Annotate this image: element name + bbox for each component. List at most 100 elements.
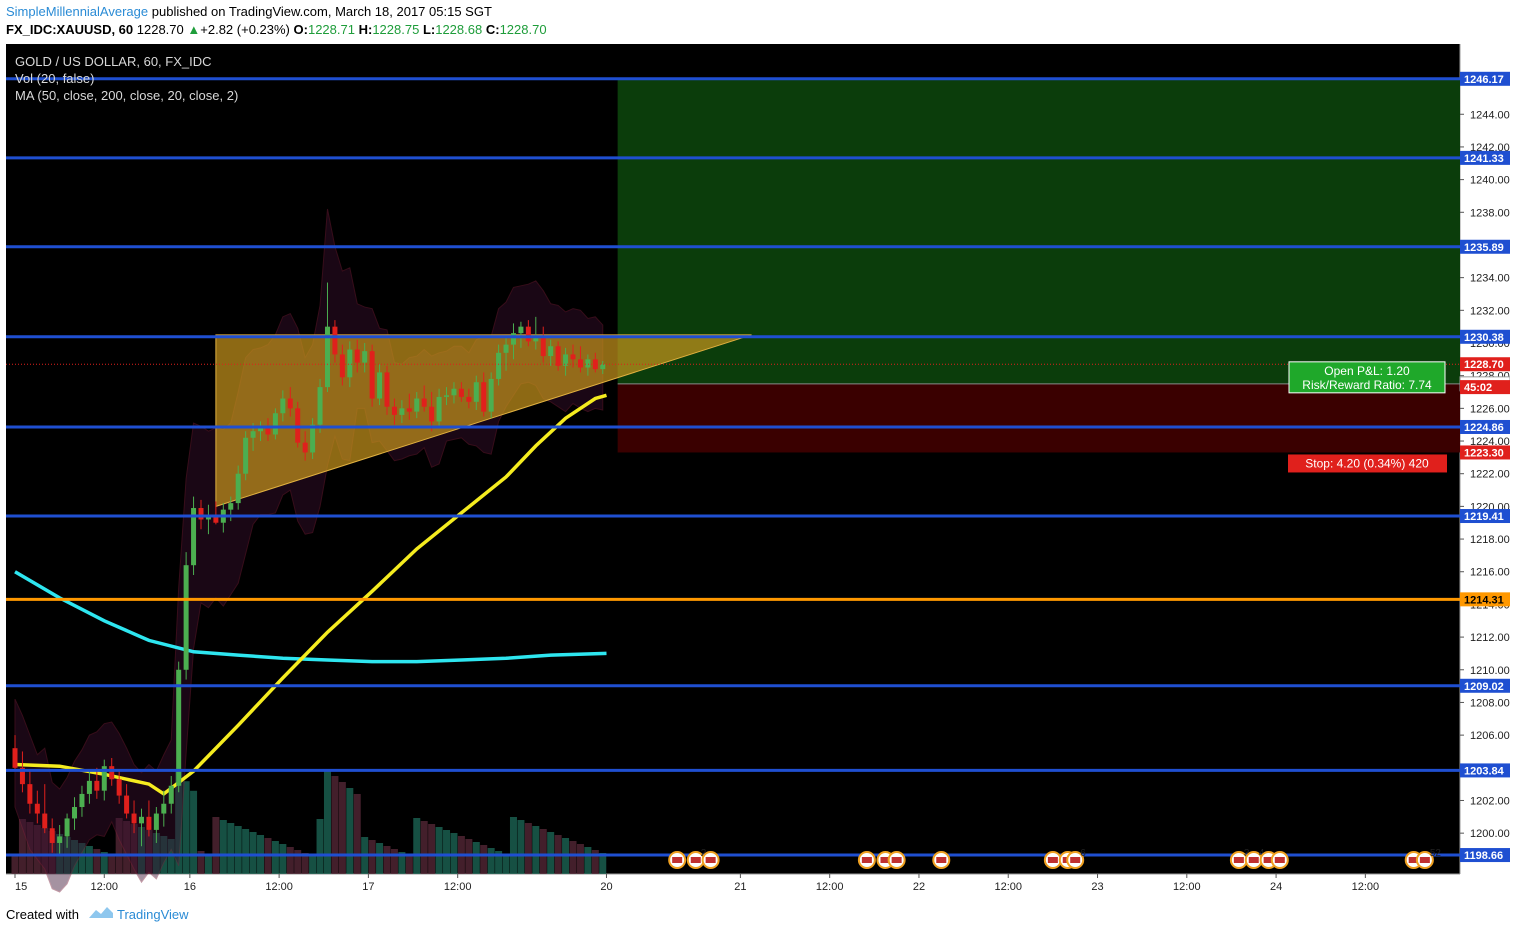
- level-price-tag-box: [1460, 329, 1510, 344]
- volume-bar: [190, 790, 198, 874]
- candle: [525, 320, 531, 347]
- volume-bar: [487, 848, 495, 874]
- quote-line: FX_IDC:XAUUSD, 60 1228.70 ▲+2.82 (+0.23%…: [6, 22, 547, 37]
- x-tick-label: 21: [734, 881, 746, 893]
- y-tick-label: 1200.00: [1470, 828, 1510, 840]
- close-value: 1228.70: [499, 22, 547, 37]
- level-price-tag-text: 1219.41: [1464, 511, 1504, 523]
- candle: [243, 431, 249, 481]
- x-tick-label: 12:00: [1173, 881, 1201, 893]
- volume-bar: [271, 841, 279, 874]
- candle: [116, 769, 122, 804]
- volume-bar: [405, 855, 413, 874]
- candle-body: [191, 508, 197, 566]
- flag-stripe: [1263, 857, 1274, 863]
- legend-volume[interactable]: Vol (20, false): [15, 71, 95, 86]
- economic-event-marker[interactable]: [932, 851, 951, 869]
- flag-stripe: [1047, 857, 1058, 863]
- volume-bar: [509, 817, 517, 874]
- candle: [12, 735, 18, 772]
- candle: [347, 341, 353, 388]
- volume-bar: [576, 844, 584, 874]
- candle: [555, 341, 561, 371]
- economic-event-marker[interactable]: 6: [1066, 848, 1086, 869]
- candle: [49, 818, 55, 853]
- candle-body: [64, 818, 70, 837]
- y-tick-label: 1238.00: [1470, 207, 1510, 219]
- candle: [138, 808, 144, 847]
- candle-body: [354, 349, 360, 363]
- price-tag-box: [1460, 445, 1510, 460]
- created-with-text: Created with: [6, 907, 79, 922]
- candle-body: [72, 807, 78, 819]
- y-tick-label: 1232.00: [1470, 305, 1510, 317]
- x-tick-label: 12:00: [91, 881, 119, 893]
- legend-moving-average[interactable]: MA (50, close, 200, close, 20, close, 2): [15, 88, 239, 103]
- candle-body: [109, 766, 115, 780]
- volume-bar: [338, 782, 346, 874]
- tradingview-link[interactable]: TradingView: [117, 907, 189, 922]
- candle: [399, 400, 405, 424]
- x-tick-label: 12:00: [444, 881, 472, 893]
- candle-body: [496, 352, 502, 379]
- volume-bar: [346, 788, 354, 874]
- volume-bar: [234, 826, 242, 874]
- event-count: 6: [1080, 848, 1086, 859]
- candle-body: [258, 427, 264, 432]
- author-link[interactable]: SimpleMillennialAverage: [6, 4, 149, 19]
- volume-bar: [532, 826, 540, 874]
- level-price-tag: 1224.86: [1460, 419, 1510, 434]
- candle: [451, 382, 457, 404]
- volume-bar: [123, 821, 131, 874]
- candle-body: [429, 406, 435, 422]
- risk-reward-text: Risk/Reward Ratio: 7.74: [1302, 378, 1432, 392]
- volume-bar: [413, 818, 421, 874]
- candle: [34, 790, 40, 824]
- profit-zone: [617, 78, 1460, 384]
- economic-event-marker[interactable]: [857, 851, 876, 869]
- economic-event-marker[interactable]: 3: [1229, 848, 1250, 869]
- candle: [466, 388, 472, 409]
- candle: [406, 393, 412, 420]
- candle-body: [287, 398, 293, 409]
- candle-body: [146, 816, 152, 830]
- x-tick-label: 23: [1091, 881, 1103, 893]
- volume-bar: [323, 770, 331, 874]
- volume-bar: [279, 844, 287, 874]
- candle-body: [518, 326, 524, 334]
- volume-bar: [309, 856, 317, 874]
- flag-stripe: [880, 857, 891, 863]
- price-tag-box: [1460, 380, 1510, 395]
- flag-stripe: [690, 857, 701, 863]
- candle-body: [49, 828, 55, 843]
- volume-bar: [212, 817, 220, 874]
- last-price: 1228.70: [136, 22, 184, 37]
- economic-event-marker[interactable]: [1270, 851, 1289, 869]
- open-label: O:: [293, 22, 308, 37]
- volume-bar: [495, 851, 503, 874]
- candle-body: [503, 344, 509, 353]
- candle-body: [488, 378, 494, 412]
- level-price-tag: 1246.17: [1460, 71, 1510, 86]
- open-pnl-text: Open P&L: 1.20: [1324, 364, 1410, 378]
- volume-bar: [41, 828, 49, 874]
- candle-body: [168, 785, 174, 804]
- economic-event-marker[interactable]: [1043, 851, 1062, 869]
- economic-event-marker[interactable]: [887, 851, 906, 869]
- candle-body: [406, 408, 412, 412]
- level-price-tag: 1241.33: [1460, 150, 1510, 165]
- y-tick-label: 1210.00: [1470, 665, 1510, 677]
- candle: [481, 372, 487, 417]
- x-tick-label: 12:00: [816, 881, 844, 893]
- economic-event-marker[interactable]: [668, 851, 687, 869]
- economic-event-marker[interactable]: [701, 851, 720, 869]
- level-price-tag-text: 1198.66: [1464, 850, 1503, 862]
- candle: [503, 338, 509, 371]
- stop-box[interactable]: Stop: 4.20 (0.34%) 420: [1288, 454, 1447, 473]
- economic-event-marker[interactable]: 52: [1415, 848, 1442, 869]
- candle-body: [421, 398, 427, 407]
- candle: [295, 401, 301, 448]
